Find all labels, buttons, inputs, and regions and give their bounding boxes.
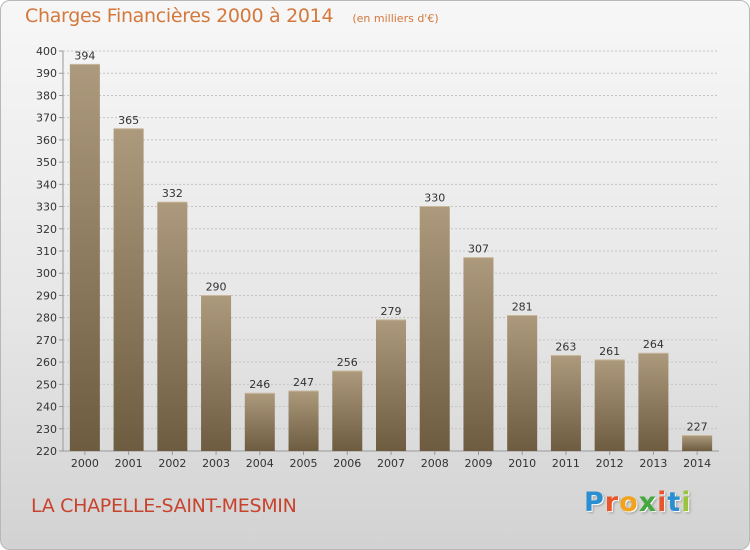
title-row: Charges Financières 2000 à 2014 (en mill… [25,5,439,27]
bar [638,353,669,451]
data-label: 264 [643,338,664,351]
bar [244,393,275,451]
data-label: 263 [555,340,576,353]
proxiti-logo: Proxiti [584,487,692,518]
y-tick-label: 280 [36,312,57,325]
data-label: 281 [512,300,533,313]
y-tick-label: 220 [36,445,57,458]
data-label: 261 [599,345,620,358]
data-label: 394 [74,49,95,62]
x-tick-label: 2011 [552,457,580,470]
data-label: 279 [381,305,402,318]
data-label: 247 [293,376,314,389]
x-tick-label: 2000 [71,457,99,470]
y-tick-label: 330 [36,201,57,214]
data-label: 365 [118,114,139,127]
x-tick-label: 2013 [639,457,667,470]
x-tick-label: 2008 [421,457,449,470]
x-tick-label: 2004 [246,457,274,470]
x-tick-label: 2012 [596,457,624,470]
y-tick-label: 320 [36,223,57,236]
bar [332,371,363,451]
data-label: 330 [424,192,445,205]
bar [157,202,188,451]
y-tick-label: 370 [36,112,57,125]
bar [419,206,450,451]
x-tick-label: 2009 [464,457,492,470]
bar [463,257,494,451]
bar [550,355,581,451]
x-tick-label: 2007 [377,457,405,470]
data-label: 246 [249,378,270,391]
chart-subtitle: (en milliers d'€) [352,12,439,25]
logo-letter: i [657,487,668,518]
y-tick-label: 250 [36,378,57,391]
logo-letter: o [619,487,639,518]
y-tick-label: 400 [36,45,57,58]
bar [507,315,538,451]
data-label: 332 [162,187,183,200]
logo-letter: t [667,487,682,518]
y-tick-label: 380 [36,89,57,102]
y-tick-label: 290 [36,289,57,302]
y-tick-label: 300 [36,267,57,280]
data-label: 290 [206,280,227,293]
data-label: 307 [468,243,489,256]
commune-name: LA CHAPELLE-SAINT-MESMIN [31,495,297,517]
logo-letter: x [638,487,658,518]
y-tick-label: 240 [36,401,57,414]
logo-letter: P [584,487,605,518]
bar [69,64,100,452]
y-tick-label: 350 [36,156,57,169]
bar [682,435,713,451]
bar [288,391,319,451]
x-tick-label: 2010 [508,457,536,470]
bar [113,128,144,451]
y-tick-label: 260 [36,356,57,369]
y-tick-label: 230 [36,423,57,436]
logo-letter: i [681,487,692,518]
x-tick-label: 2002 [158,457,186,470]
y-tick-label: 310 [36,245,57,258]
bar [376,319,406,451]
data-label: 256 [337,356,358,369]
bar [594,359,625,451]
x-tick-label: 2001 [115,457,143,470]
x-tick-label: 2014 [683,457,711,470]
y-tick-label: 270 [36,334,57,347]
y-tick-label: 340 [36,178,57,191]
bar [201,295,232,451]
x-tick-label: 2003 [202,457,230,470]
data-label: 227 [687,420,708,433]
x-tick-label: 2006 [333,457,361,470]
chart-title: Charges Financières 2000 à 2014 [25,5,334,27]
y-tick-label: 390 [36,67,57,80]
y-tick-label: 360 [36,134,57,147]
logo-letter: r [604,487,620,518]
x-tick-label: 2005 [290,457,318,470]
